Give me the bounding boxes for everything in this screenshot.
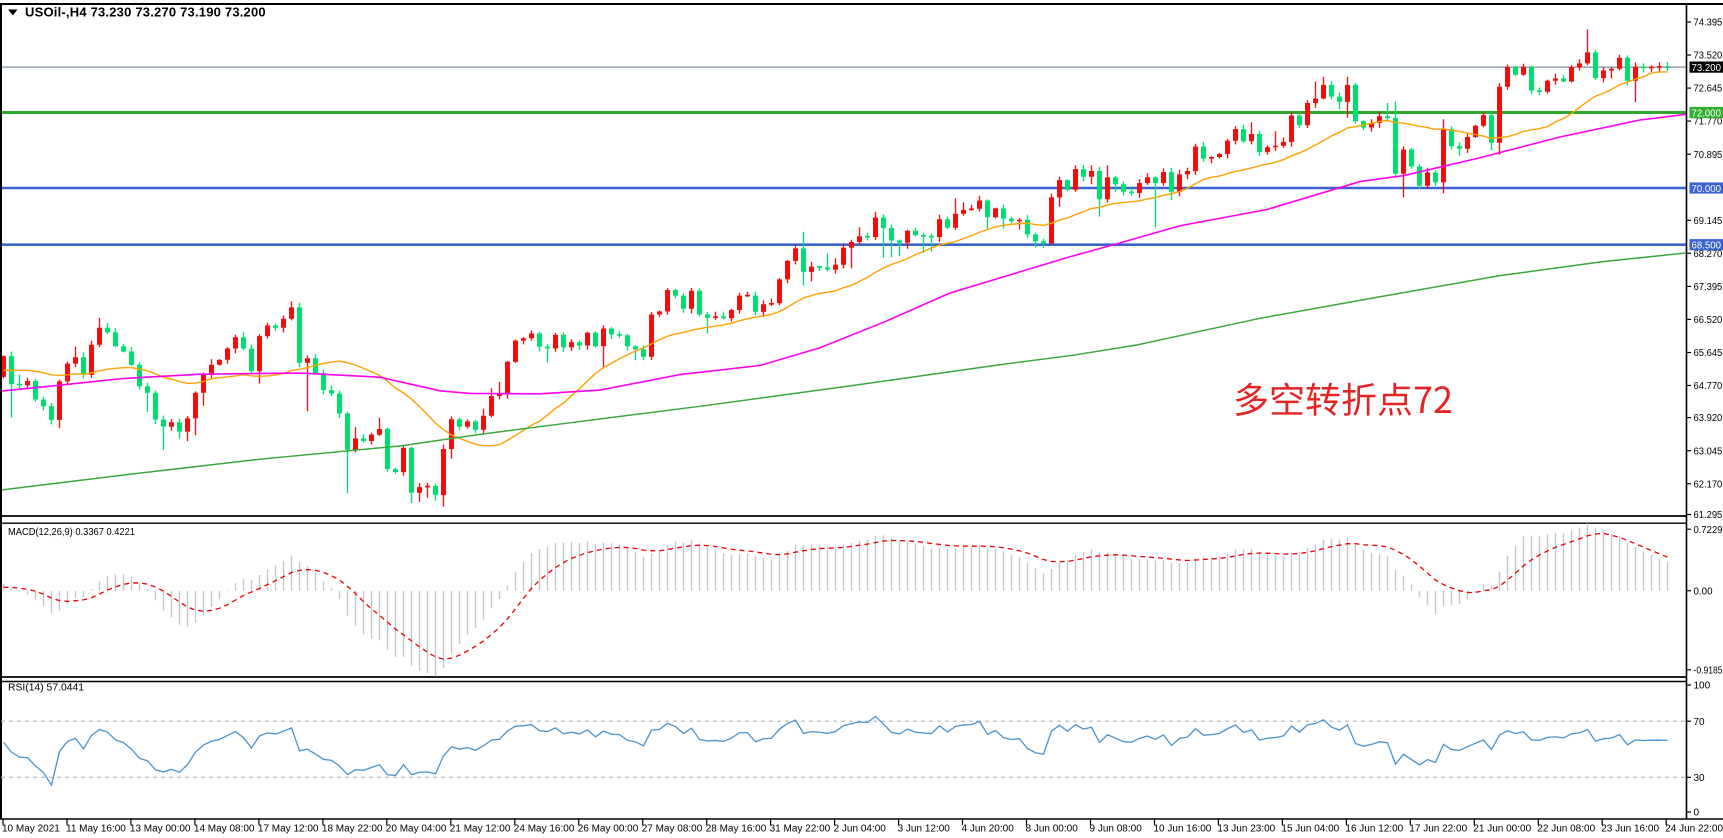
svg-text:21 May 12:00: 21 May 12:00	[450, 824, 511, 835]
svg-text:17 May 12:00: 17 May 12:00	[258, 824, 319, 835]
svg-text:20 May 04:00: 20 May 04:00	[386, 824, 447, 835]
svg-text:2 Jun 04:00: 2 Jun 04:00	[834, 824, 887, 835]
svg-text:17 Jun 22:00: 17 Jun 22:00	[1409, 824, 1467, 835]
svg-text:-0.9185: -0.9185	[1694, 665, 1723, 676]
svg-text:71.770: 71.770	[1694, 117, 1723, 128]
svg-text:68.270: 68.270	[1694, 249, 1723, 260]
svg-text:11 May 16:00: 11 May 16:00	[66, 824, 126, 835]
svg-text:0.7229: 0.7229	[1694, 525, 1723, 536]
svg-text:72.000: 72.000	[1692, 108, 1722, 119]
svg-text:15 Jun 04:00: 15 Jun 04:00	[1281, 824, 1339, 835]
svg-text:68.500: 68.500	[1692, 241, 1722, 252]
svg-text:22 Jun 08:00: 22 Jun 08:00	[1537, 824, 1595, 835]
svg-text:28 May 16:00: 28 May 16:00	[706, 824, 767, 835]
svg-text:21 Jun 00:00: 21 Jun 00:00	[1473, 824, 1531, 835]
svg-text:8 Jun 00:00: 8 Jun 00:00	[1026, 824, 1079, 835]
svg-text:70.895: 70.895	[1694, 150, 1723, 161]
svg-text:14 May 08:00: 14 May 08:00	[194, 824, 255, 835]
svg-text:23 Jun 16:00: 23 Jun 16:00	[1601, 824, 1659, 835]
svg-text:3 Jun 12:00: 3 Jun 12:00	[898, 824, 951, 835]
svg-text:10 Jun 16:00: 10 Jun 16:00	[1154, 824, 1212, 835]
svg-text:USOil-,H4 73.230 73.270 73.19: USOil-,H4 73.230 73.270 73.190 73.200	[25, 5, 266, 20]
svg-text:61.295: 61.295	[1694, 510, 1723, 521]
svg-text:10 May 2021: 10 May 2021	[2, 824, 60, 835]
svg-text:13 May 00:00: 13 May 00:00	[130, 824, 191, 835]
svg-text:73.520: 73.520	[1694, 51, 1723, 62]
svg-text:27 May 08:00: 27 May 08:00	[642, 824, 703, 835]
svg-text:4 Jun 20:00: 4 Jun 20:00	[962, 824, 1015, 835]
svg-text:MACD(12,26,9) 0.3367 0.4221: MACD(12,26,9) 0.3367 0.4221	[8, 526, 135, 538]
svg-text:70.000: 70.000	[1692, 184, 1722, 195]
svg-text:24 May 16:00: 24 May 16:00	[514, 824, 575, 835]
svg-text:13 Jun 23:00: 13 Jun 23:00	[1217, 824, 1275, 835]
svg-text:62.170: 62.170	[1694, 479, 1723, 490]
svg-text:100: 100	[1694, 681, 1711, 692]
svg-text:63.920: 63.920	[1694, 413, 1723, 424]
svg-text:9 Jun 08:00: 9 Jun 08:00	[1090, 824, 1143, 835]
svg-text:16 Jun 12:00: 16 Jun 12:00	[1345, 824, 1403, 835]
svg-text:26 May 00:00: 26 May 00:00	[578, 824, 639, 835]
svg-text:67.395: 67.395	[1694, 282, 1723, 293]
svg-text:64.770: 64.770	[1694, 381, 1723, 392]
svg-text:69.145: 69.145	[1694, 216, 1723, 227]
svg-text:24 Jun 22:00: 24 Jun 22:00	[1665, 824, 1723, 835]
svg-text:72.645: 72.645	[1694, 84, 1723, 95]
svg-text:66.520: 66.520	[1694, 315, 1723, 326]
svg-text:73.200: 73.200	[1692, 63, 1722, 74]
svg-text:0.00: 0.00	[1694, 586, 1713, 597]
svg-text:70: 70	[1694, 717, 1706, 728]
svg-text:30: 30	[1694, 773, 1706, 784]
svg-text:31 May 22:00: 31 May 22:00	[770, 824, 831, 835]
svg-text:74.395: 74.395	[1694, 18, 1723, 29]
svg-text:0: 0	[1694, 808, 1700, 819]
svg-text:RSI(14) 57.0441: RSI(14) 57.0441	[8, 682, 84, 694]
svg-text:63.045: 63.045	[1694, 446, 1723, 457]
svg-text:65.645: 65.645	[1694, 348, 1723, 359]
svg-text:18 May 22:00: 18 May 22:00	[322, 824, 383, 835]
